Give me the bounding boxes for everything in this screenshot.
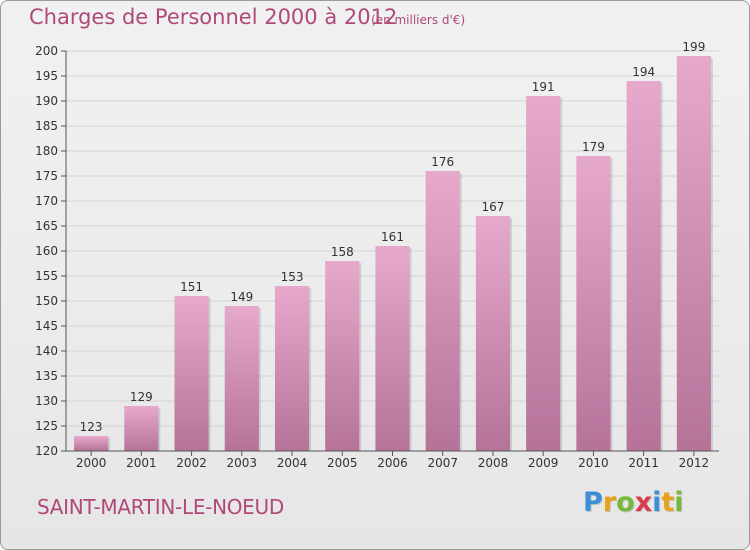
bar [626,81,661,451]
bar [526,96,561,451]
y-tick-label: 200 [35,44,58,58]
data-label: 153 [281,270,304,284]
bar [274,286,310,451]
logo-letter: i [674,487,684,518]
logo-letter: o [616,487,635,518]
x-tick-label: 2004 [277,456,308,470]
y-tick-label: 150 [35,294,58,308]
proxiti-logo[interactable]: Proxiti [583,487,684,518]
data-label: 176 [431,155,454,169]
bar [174,296,209,451]
bar [676,56,711,451]
logo-letter: t [661,487,675,518]
data-label: 179 [582,140,605,154]
x-tick-label: 2011 [628,456,659,470]
x-tick-label: 2003 [227,456,258,470]
y-tick-label: 120 [35,444,58,458]
y-tick-label: 170 [35,194,58,208]
chart-subtitle: (en milliers d'€) [371,13,466,27]
y-tick-label: 190 [35,94,58,108]
logo-letter: P [583,487,603,518]
y-tick-label: 155 [35,269,58,283]
data-label: 191 [532,80,555,94]
data-label: 161 [381,230,404,244]
data-label: 167 [482,200,505,214]
data-label: 199 [682,40,705,54]
bar [475,216,511,451]
labels: 120 125 130 135 140 145 150 155 160 165 170 175 180 1… [35,40,709,470]
y-tick-label: 145 [35,319,58,333]
y-tick-label: 195 [35,69,58,83]
bar [224,306,259,451]
x-tick-label: 2005 [327,456,358,470]
data-label: 194 [632,65,655,79]
town-name: SAINT-MARTIN-LE-NOEUD [37,495,284,519]
x-tick-label: 2000 [76,456,107,470]
y-tick-label: 180 [35,144,58,158]
logo-letter: i [652,487,662,518]
data-label: 123 [80,420,103,434]
x-tick-label: 2009 [528,456,559,470]
bar [325,261,360,451]
y-tick-label: 185 [35,119,58,133]
y-tick-label: 135 [35,369,58,383]
chart-title: Charges de Personnel 2000 à 2012 [29,5,398,29]
data-label: 149 [230,290,253,304]
y-tick-label: 160 [35,244,58,258]
x-tick-label: 2001 [126,456,157,470]
bar [425,171,460,451]
bar [576,156,611,451]
logo-letter: r [602,487,617,518]
data-label: 151 [180,280,203,294]
y-tick-label: 130 [35,394,58,408]
y-tick-label: 140 [35,344,58,358]
bar [375,246,410,451]
x-tick-label: 2012 [679,456,710,470]
logo-letter: x [634,487,653,518]
bar [124,406,159,451]
y-tick-label: 165 [35,219,58,233]
axes [61,50,719,456]
x-tick-label: 2002 [176,456,207,470]
bars [74,56,713,451]
y-tick-label: 175 [35,169,58,183]
data-label: 158 [331,245,354,259]
data-label: 129 [130,390,153,404]
bar [74,436,109,451]
x-tick-label: 2008 [478,456,509,470]
x-tick-label: 2007 [427,456,458,470]
x-tick-label: 2006 [377,456,408,470]
y-tick-label: 125 [35,419,58,433]
x-tick-label: 2010 [578,456,609,470]
